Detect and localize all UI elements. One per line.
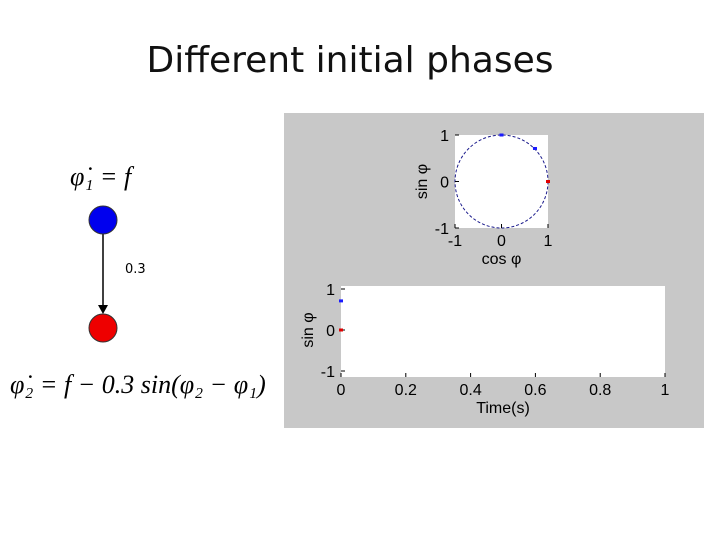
point: [339, 299, 343, 303]
equation: φ̇₁ = f: [70, 162, 135, 191]
y-tick-label: 1: [326, 282, 335, 299]
point: [532, 146, 537, 150]
x-tick-label: -1: [448, 233, 462, 250]
equation: φ̇₂ = f − 0.3 sin(φ₂ − φ₁): [10, 370, 266, 399]
node: [88, 205, 118, 235]
y-axis-label: sin φ: [300, 312, 317, 347]
point: [546, 180, 550, 183]
y-tick-label: 1: [440, 128, 449, 145]
point: [339, 328, 343, 332]
x-axis-label: Time(s): [476, 400, 530, 417]
edge-label: 0.3: [125, 262, 146, 277]
plot-area: [341, 286, 665, 377]
y-tick-label: 0: [440, 175, 449, 192]
point: [499, 133, 504, 137]
arrow-head: [98, 305, 108, 314]
x-tick-label: 1: [544, 233, 553, 250]
x-tick-label: 0.2: [395, 382, 417, 399]
x-tick-label: 0: [497, 233, 506, 250]
x-tick-label: 0.8: [589, 382, 611, 399]
y-axis-label: sin φ: [414, 164, 431, 199]
x-tick-label: 0.4: [459, 382, 481, 399]
x-tick-label: 1: [661, 382, 670, 399]
y-tick-label: 0: [326, 323, 335, 340]
plot-area: [455, 135, 548, 228]
x-tick-label: 0.6: [524, 382, 546, 399]
y-tick-label: -1: [321, 364, 335, 381]
slide-title: Different initial phases: [146, 40, 553, 81]
y-tick-label: -1: [435, 221, 449, 238]
node: [88, 313, 118, 343]
x-tick-label: 0: [337, 382, 346, 399]
x-axis-label: cos φ: [482, 251, 522, 268]
